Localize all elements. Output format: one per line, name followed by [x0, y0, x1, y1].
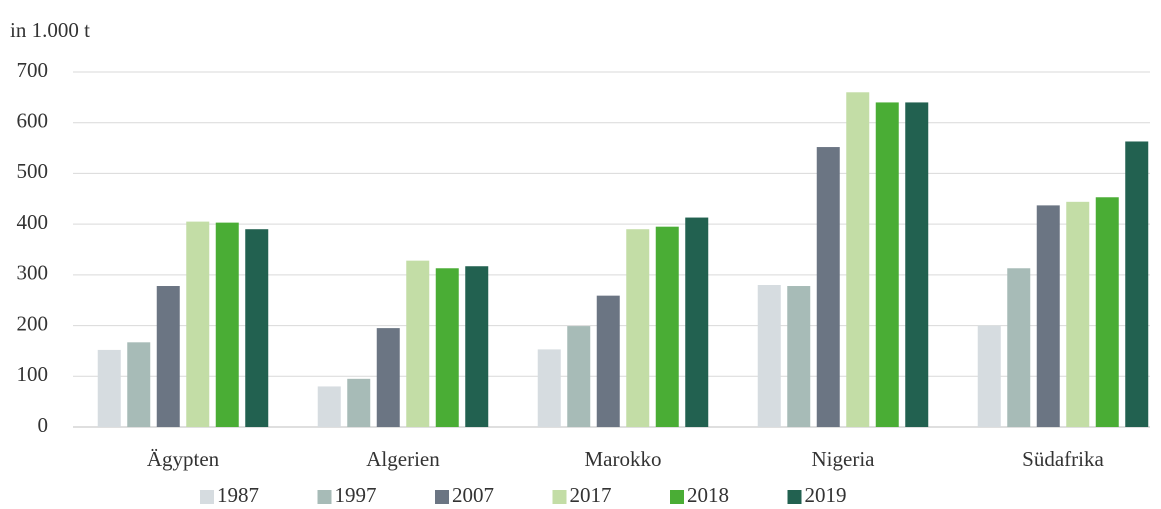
legend-label: 1987 [217, 483, 259, 507]
x-tick-label: Algerien [366, 447, 440, 471]
legend-swatch [317, 490, 332, 504]
y-tick-label: 100 [17, 362, 49, 386]
bar [846, 92, 870, 428]
legend-swatch [787, 490, 802, 504]
bar [1095, 197, 1119, 427]
bar [317, 386, 341, 427]
bar [347, 378, 371, 427]
bar [465, 266, 489, 427]
bar [97, 349, 121, 427]
bar [537, 349, 561, 427]
bar [757, 285, 781, 427]
bar [875, 102, 899, 427]
x-tick-label: Ägypten [147, 447, 220, 471]
legend-label: 2019 [805, 483, 847, 507]
legend-swatch [552, 490, 567, 504]
bar [376, 328, 400, 427]
bar [1125, 141, 1149, 427]
bar [905, 102, 929, 427]
bar [1007, 268, 1031, 427]
bar [626, 229, 650, 427]
bar [596, 295, 620, 427]
bar [685, 217, 709, 427]
y-tick-label: 0 [38, 413, 49, 437]
legend-swatch [200, 490, 214, 504]
bar [977, 325, 1001, 427]
bar [655, 226, 679, 427]
bar [1066, 201, 1090, 427]
y-tick-label: 200 [17, 311, 49, 335]
bar [127, 342, 151, 427]
bar [435, 268, 459, 427]
x-tick-label: Nigeria [812, 447, 876, 471]
x-tick-label: Marokko [585, 447, 662, 471]
bar [567, 326, 591, 427]
bar [816, 147, 840, 428]
legend-label: 2018 [687, 483, 729, 507]
legend-swatch [435, 490, 449, 504]
y-tick-label: 700 [17, 58, 49, 82]
bar [245, 229, 269, 427]
bar [156, 286, 180, 427]
y-tick-label: 600 [17, 109, 49, 133]
x-tick-label: Südafrika [1022, 447, 1104, 471]
legend-label: 2017 [570, 483, 612, 507]
bar [787, 286, 811, 427]
legend-label: 2007 [452, 483, 494, 507]
legend-swatch [670, 490, 684, 504]
legend-label: 1997 [335, 483, 377, 507]
y-axis-label: in 1.000 t [10, 18, 90, 42]
bar [186, 221, 210, 427]
y-tick-label: 300 [17, 261, 49, 285]
bar [1036, 205, 1060, 427]
y-tick-label: 400 [17, 210, 49, 234]
y-tick-label: 500 [17, 159, 49, 183]
bar [215, 222, 239, 427]
bar [406, 260, 430, 427]
